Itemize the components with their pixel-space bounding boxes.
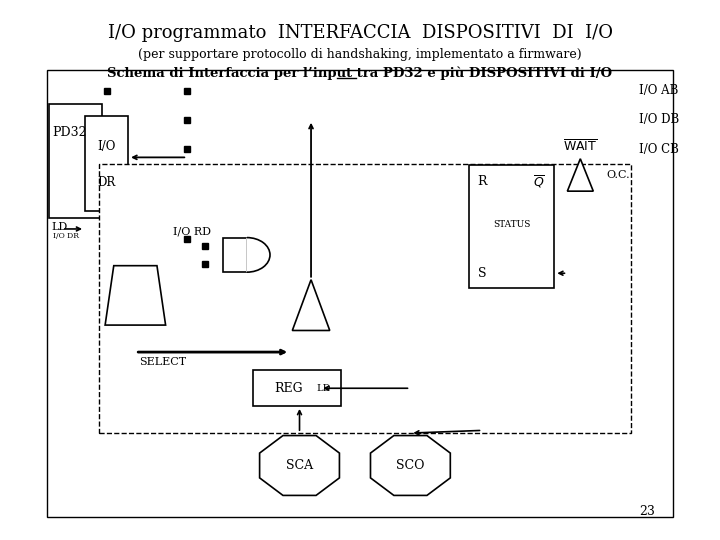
Text: DR: DR [97,176,116,188]
Bar [99,164,631,433]
Polygon shape [371,436,450,495]
Bar [253,370,341,406]
Text: $\overline{Q}$: $\overline{Q}$ [533,173,544,190]
Text: I/O RD: I/O RD [173,227,211,237]
Polygon shape [260,436,339,495]
Bar [47,70,673,517]
Text: STATUS: STATUS [493,220,531,229]
Text: S: S [478,267,487,280]
Polygon shape [105,266,166,325]
Text: R: R [477,175,487,188]
Wedge shape [247,238,269,272]
Text: LD: LD [51,222,68,232]
Text: (per supportare protocollo di handshaking, implementato a firmware): (per supportare protocollo di handshakin… [138,48,582,60]
Text: LD: LD [317,384,331,393]
Text: I/O CB: I/O CB [639,143,679,156]
Text: REG: REG [274,382,303,395]
Text: O.C.: O.C. [606,170,630,180]
Bar [223,238,247,272]
Bar [85,116,128,211]
Text: PD32: PD32 [52,126,86,139]
Text: $\overline{\mathrm{WAIT}}$: $\overline{\mathrm{WAIT}}$ [563,139,598,154]
Text: I/O AB: I/O AB [639,84,679,97]
Text: SELECT: SELECT [139,357,186,367]
Bar [469,165,554,288]
Text: I/O DR: I/O DR [53,232,78,240]
Text: 23: 23 [639,505,655,518]
Text: SCO: SCO [396,459,425,472]
Polygon shape [567,159,593,191]
Text: I/O programmato  INTERFACCIA  DISPOSITIVI  DI  I/O: I/O programmato INTERFACCIA DISPOSITIVI … [107,24,613,42]
Text: I/O DB: I/O DB [639,113,680,126]
Polygon shape [292,280,330,330]
Text: SCA: SCA [286,459,313,472]
Text: Schema di Interfaccia per l’input tra PD32 e più DISPOSITIVI di I/O: Schema di Interfaccia per l’input tra PD… [107,67,613,80]
Bar [49,104,102,218]
Text: I/O: I/O [97,140,116,153]
